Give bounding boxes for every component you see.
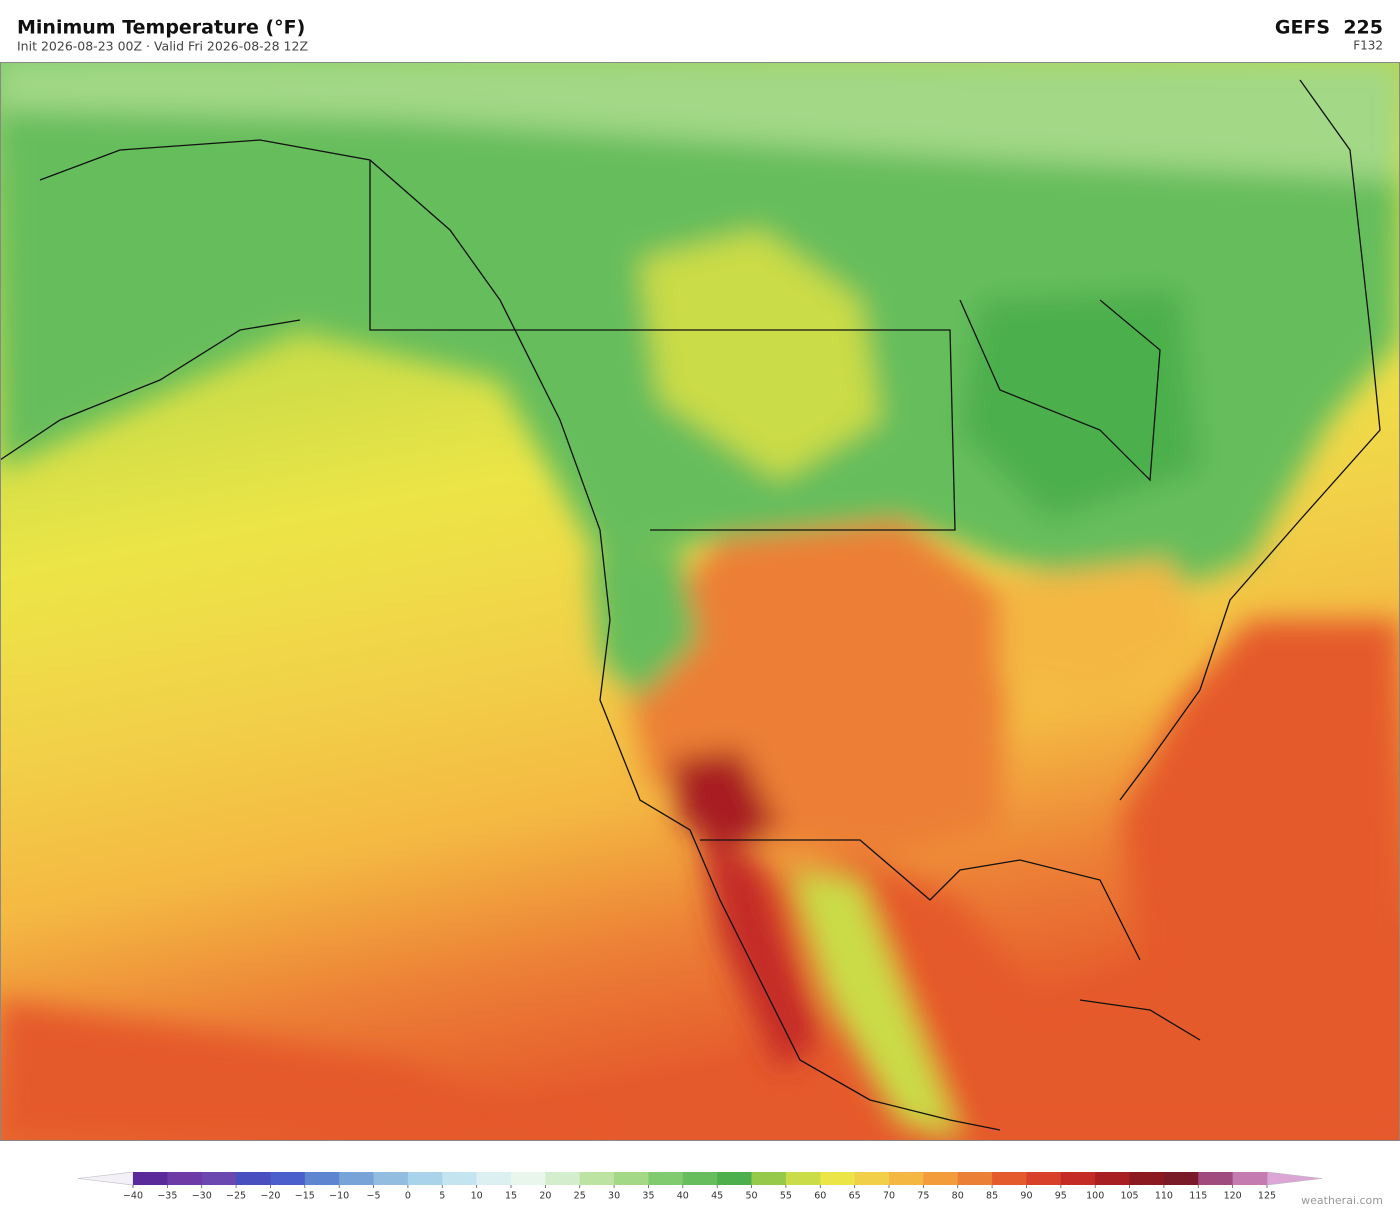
colorbar-tick-label: 75 — [917, 1191, 929, 1202]
colorbar-bin — [476, 1172, 512, 1185]
colorbar-bin — [1060, 1172, 1096, 1185]
colorbar-tick-label: 15 — [505, 1191, 517, 1202]
colorbar-bin — [1198, 1172, 1234, 1185]
colorbar-bin — [442, 1172, 478, 1185]
colorbar-tick-label: 20 — [539, 1191, 551, 1202]
colorbar-bin — [1095, 1172, 1130, 1185]
colorbar-bin — [133, 1172, 168, 1185]
colorbar-tick-label: 30 — [608, 1191, 620, 1202]
map — [0, 62, 1400, 1140]
colorbar-tick-label: 115 — [1189, 1191, 1207, 1202]
colorbar-tick-label: 90 — [1020, 1191, 1032, 1202]
colorbar-bin — [854, 1172, 890, 1185]
colorbar-over — [1266, 1171, 1323, 1186]
colorbar-bin — [820, 1172, 856, 1185]
colorbar-tick-label: −5 — [367, 1191, 381, 1202]
subtitle: Init 2026-08-23 00Z · Valid Fri 2026-08-… — [17, 39, 308, 54]
colorbar-tick-label: 0 — [405, 1191, 411, 1202]
colorbar-tick-label: 35 — [642, 1191, 654, 1202]
colorbar-bin — [1232, 1172, 1268, 1185]
colorbar-tick-label: 5 — [439, 1191, 445, 1202]
colorbar-bin — [923, 1172, 959, 1185]
colorbar-bin — [751, 1172, 787, 1185]
colorbar-bin — [304, 1172, 340, 1185]
colorbar-bin — [579, 1172, 615, 1185]
colorbar-tick-label: −20 — [260, 1191, 280, 1202]
colorbar-tick-label: 100 — [1086, 1191, 1104, 1202]
colorbar-tick-label: 65 — [849, 1191, 861, 1202]
colorbar-bin — [648, 1172, 684, 1185]
colorbar-tick-label: 10 — [471, 1191, 483, 1202]
colorbar-tick-label: 25 — [574, 1191, 586, 1202]
credit: weatherai.com — [1301, 1194, 1383, 1207]
colorbar-tick-label: 60 — [814, 1191, 826, 1202]
model: GEFS 225 — [1275, 17, 1383, 39]
colorbar-bin — [785, 1172, 821, 1185]
colorbar-bin — [1163, 1172, 1199, 1185]
colorbar-tick-label: −35 — [157, 1191, 177, 1202]
colorbar-bin — [201, 1172, 237, 1185]
colorbar-bin — [511, 1172, 546, 1185]
colorbar-tick-label: 120 — [1224, 1191, 1242, 1202]
colorbar: −40 −35 −30 −25 −20 −15 −10 −5 0 5 10 15 20 25 30 35 40 4… — [77, 1171, 1323, 1202]
colorbar-bin — [236, 1172, 271, 1185]
colorbar-tick-label: −30 — [192, 1191, 212, 1202]
colorbar-tick-label: 110 — [1155, 1191, 1173, 1202]
colorbar-tick-label: −10 — [329, 1191, 349, 1202]
colorbar-bin — [270, 1172, 306, 1185]
colorbar-tick-label: 50 — [745, 1191, 757, 1202]
colorbar-bin — [614, 1172, 649, 1185]
colorbar-bin — [1129, 1172, 1165, 1185]
colorbar-bin — [992, 1172, 1027, 1185]
colorbar-tick-label: −15 — [295, 1191, 315, 1202]
forecast-hour: F132 — [1353, 39, 1383, 53]
colorbar-tick-label: 125 — [1258, 1191, 1276, 1202]
colorbar-tick-label: 45 — [711, 1191, 723, 1202]
colorbar-bin — [957, 1172, 993, 1185]
colorbar-tick-label: −25 — [226, 1191, 246, 1202]
colorbar-tick-label: 55 — [780, 1191, 792, 1202]
colorbar-bin — [167, 1172, 203, 1185]
colorbar-bin — [1026, 1172, 1062, 1185]
colorbar-tick-label: 95 — [1055, 1191, 1067, 1202]
colorbar-tick-label: 80 — [952, 1191, 964, 1202]
colorbar-bin — [889, 1172, 924, 1185]
colorbar-bin — [407, 1172, 443, 1185]
title: Minimum Temperature (°F) — [17, 17, 305, 39]
colorbar-under — [77, 1171, 134, 1186]
colorbar-bin — [682, 1172, 718, 1185]
colorbar-bin — [717, 1172, 752, 1185]
colorbar-tick-label: 70 — [883, 1191, 895, 1202]
colorbar-tick-label: 105 — [1120, 1191, 1138, 1202]
colorbar-tick-label: −40 — [123, 1191, 143, 1202]
colorbar-bin — [373, 1172, 409, 1185]
colorbar-tick-label: 40 — [677, 1191, 689, 1202]
colorbar-bin — [339, 1172, 374, 1185]
colorbar-bin — [545, 1172, 581, 1185]
colorbar-tick-label: 85 — [986, 1191, 998, 1202]
